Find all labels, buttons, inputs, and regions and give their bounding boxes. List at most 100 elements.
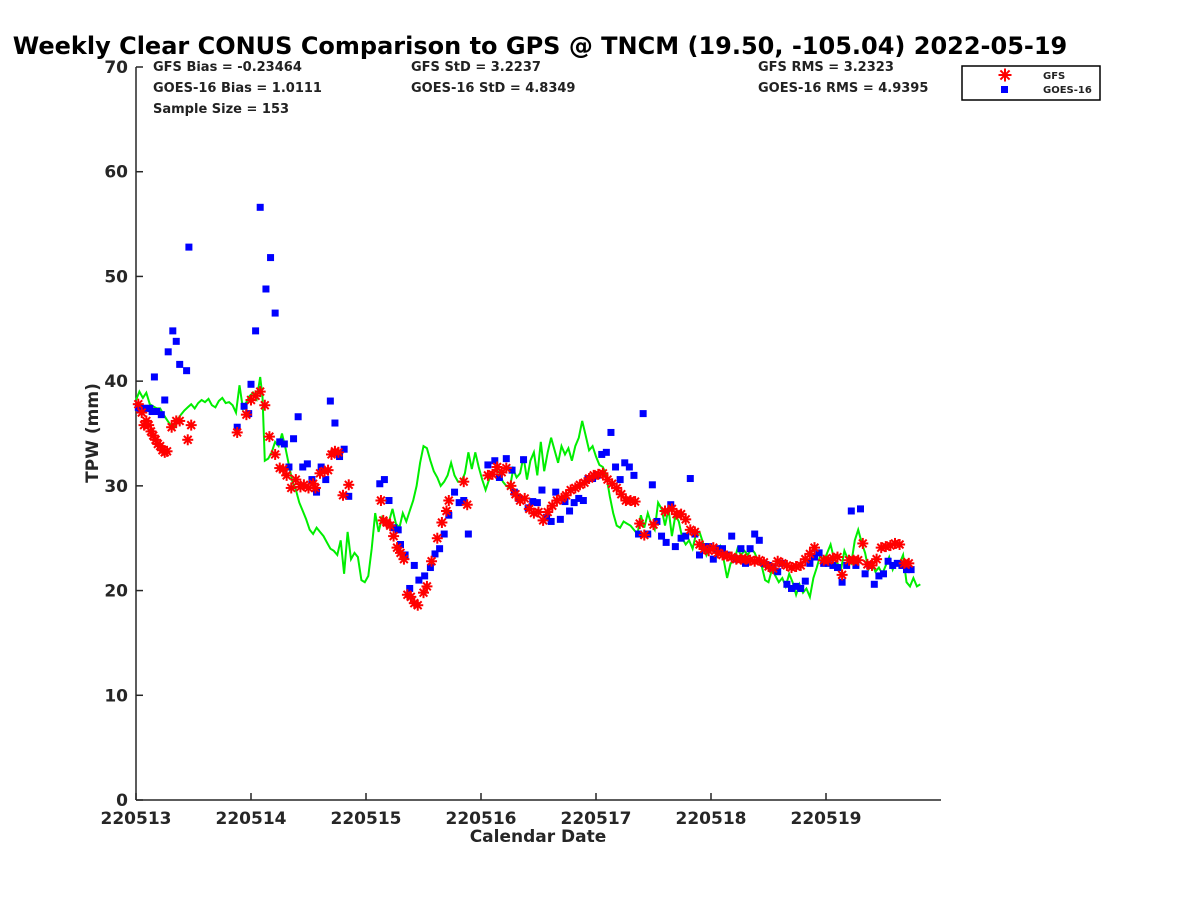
asterisk-stroke — [413, 600, 423, 610]
gfs-point — [441, 505, 452, 517]
asterisk-stroke — [872, 554, 882, 564]
asterisk-stroke — [796, 560, 806, 571]
gfs-point — [767, 563, 779, 575]
asterisk-stroke — [406, 592, 416, 602]
gfs-point — [154, 440, 166, 452]
goes16-point — [755, 536, 763, 544]
gfs-point — [263, 431, 275, 443]
asterisk-stroke — [437, 517, 447, 528]
gfs-point — [519, 492, 531, 504]
goes16-point — [484, 461, 492, 469]
goes16-point — [801, 577, 809, 585]
goes16-point — [607, 428, 615, 436]
goes16-point — [401, 551, 409, 559]
goes16-point — [436, 545, 444, 553]
gfs-point — [309, 482, 321, 494]
asterisk-stroke — [837, 570, 847, 580]
asterisk-stroke — [533, 507, 544, 517]
x-tick-label: 220518 — [676, 809, 747, 829]
goes16-point — [907, 566, 915, 574]
gfs-point — [398, 553, 410, 565]
legend-box — [961, 65, 1101, 101]
goes16-point — [247, 380, 255, 388]
goes16-point — [719, 545, 726, 553]
asterisk-stroke — [389, 531, 399, 541]
gps-line — [135, 376, 921, 601]
stat-gfs-rms: GFS RMS = 3.2323 — [758, 60, 894, 75]
legend: GFS GOES-16 — [961, 65, 1101, 101]
goes16-point — [157, 411, 165, 419]
asterisk-stroke — [291, 474, 301, 485]
asterisk-stroke — [727, 552, 737, 562]
goes16-point — [843, 561, 851, 569]
goes16-point — [903, 566, 910, 574]
goes16-point — [336, 453, 344, 461]
goes16-point — [635, 530, 643, 538]
goes16-point — [797, 584, 805, 592]
goes16-point — [176, 360, 184, 368]
goes16-point — [751, 530, 759, 538]
goes16-point — [164, 348, 172, 356]
goes16-point — [322, 476, 330, 484]
gfs-point — [903, 557, 915, 569]
y-tick-label: 30 — [104, 477, 128, 497]
goes16-point — [410, 561, 418, 569]
gfs-point — [894, 538, 906, 550]
gfs-point — [611, 482, 623, 494]
asterisk-stroke — [782, 560, 792, 571]
gfs-point — [634, 518, 646, 530]
goes16-point — [153, 408, 161, 416]
goes16-point — [644, 530, 652, 538]
goes16-point — [276, 438, 284, 446]
asterisk-stroke — [722, 551, 732, 561]
asterisk-stroke — [740, 554, 751, 564]
asterisk-stroke — [392, 543, 402, 553]
asterisk-stroke — [344, 480, 354, 490]
goes16-point — [648, 481, 656, 489]
goes16-point — [829, 561, 837, 569]
asterisk-stroke — [333, 447, 343, 457]
asterisk-stroke — [676, 509, 686, 519]
asterisk-stroke — [524, 504, 534, 514]
asterisk-stroke — [323, 465, 333, 475]
gfs-point — [174, 415, 186, 427]
asterisk-stroke — [510, 489, 521, 499]
gfs-point — [182, 434, 194, 446]
asterisk-stroke — [310, 483, 320, 493]
asterisk-stroke — [639, 530, 649, 540]
asterisk-stroke — [338, 490, 348, 500]
goes16-point — [529, 498, 537, 506]
goes16-point — [252, 327, 260, 335]
goes16-point — [625, 463, 633, 471]
goes16-point — [834, 564, 841, 572]
asterisk-stroke — [773, 556, 783, 566]
gfs-point — [332, 446, 344, 458]
asterisk-stroke — [299, 480, 309, 490]
goes16-point — [280, 440, 288, 448]
legend-gfs-label: GFS — [1043, 71, 1065, 82]
asterisk-stroke — [278, 464, 288, 474]
asterisk-stroke — [186, 420, 196, 430]
gfs-point — [285, 482, 297, 494]
gfs-point — [185, 419, 197, 431]
goes16-point — [148, 408, 156, 416]
gfs-point — [343, 479, 355, 491]
asterisk-stroke — [162, 446, 172, 456]
gfs-point — [431, 532, 443, 544]
gfs-point — [136, 407, 148, 419]
x-tick-label: 220513 — [101, 809, 172, 829]
goes16-point — [552, 488, 560, 496]
gfs-point — [629, 496, 641, 508]
asterisk-stroke — [607, 479, 617, 489]
goes16-point — [331, 419, 339, 427]
asterisk-stroke — [768, 563, 778, 574]
goes16-point — [630, 471, 638, 479]
stat-gfs-std: GFS StD = 3.2237 — [411, 60, 541, 75]
goes16-point — [491, 457, 499, 465]
asterisk-stroke — [754, 555, 764, 565]
goes16-point — [262, 285, 270, 293]
gfs-point — [166, 421, 178, 433]
asterisk-stroke — [146, 426, 156, 437]
asterisk-stroke — [444, 495, 454, 506]
